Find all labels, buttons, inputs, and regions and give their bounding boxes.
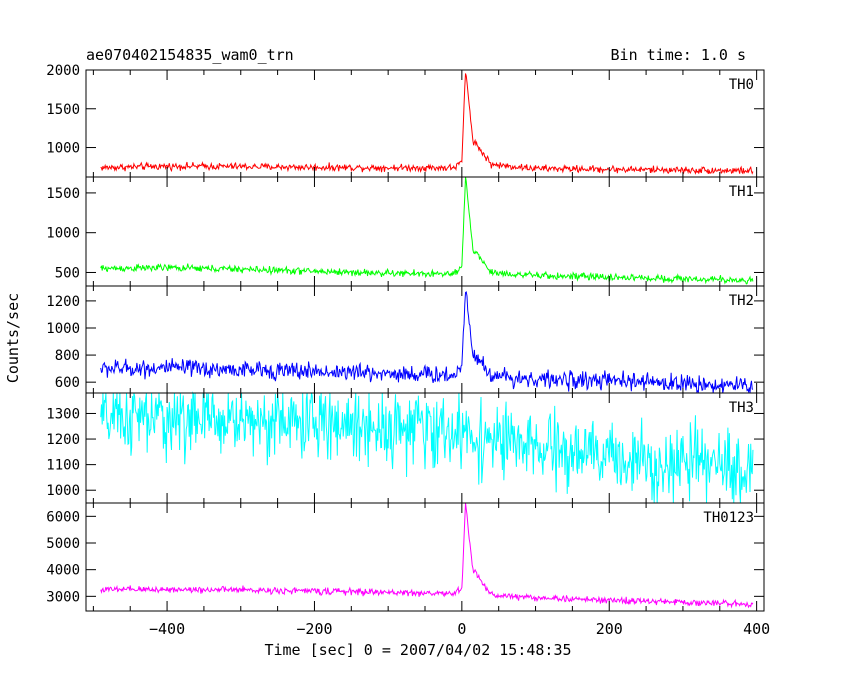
series-line-th0123 xyxy=(100,502,754,609)
y-tick-label: 1000 xyxy=(46,321,80,337)
y-tick-label: 4000 xyxy=(46,563,80,579)
panel-label: TH0123 xyxy=(703,510,754,526)
panel-frame xyxy=(85,69,765,178)
y-tick-label: 1000 xyxy=(46,226,80,242)
y-tick-label: 1500 xyxy=(46,102,80,118)
panel-label: TH0 xyxy=(729,77,754,93)
y-tick-label: 1000 xyxy=(46,141,80,157)
bin-time-label: Bin time: 1.0 s xyxy=(611,46,746,64)
panel-th2: 600 800 1000 1200 TH2 xyxy=(46,285,765,394)
y-tick-label: 1100 xyxy=(46,458,80,474)
panel-frame xyxy=(85,502,765,612)
y-tick-label: 1000 xyxy=(46,483,80,499)
panel-label: TH3 xyxy=(729,400,754,416)
panel-th0: 1000 1500 2000 TH0 xyxy=(46,63,765,178)
series-line-th0 xyxy=(100,73,754,175)
series-line-th1 xyxy=(100,176,754,285)
panel-label: TH1 xyxy=(729,184,754,200)
x-axis-label: Time [sec] 0 = 2007/04/02 15:48:35 xyxy=(264,641,571,659)
series-line-th2 xyxy=(100,291,754,394)
y-tick-label: 800 xyxy=(55,348,80,364)
panel-th1: 500 1000 1500 TH1 xyxy=(46,176,765,287)
y-tick-label: 500 xyxy=(55,265,80,281)
y-tick-label: 1500 xyxy=(46,186,80,202)
chart-title: ae070402154835_wam0_trn xyxy=(86,46,294,64)
x-tick-label: 200 xyxy=(596,620,623,638)
panel-th3: 1000 1100 1200 1300 TH3 xyxy=(46,391,765,504)
panel-label: TH2 xyxy=(729,293,754,309)
y-tick-label: 1300 xyxy=(46,406,80,422)
y-tick-label: 2000 xyxy=(46,63,80,79)
y-tick-label: 5000 xyxy=(46,536,80,552)
y-tick-label: 1200 xyxy=(46,432,80,448)
x-tick-label: −400 xyxy=(149,620,185,638)
panel-frame xyxy=(85,285,765,394)
x-tick-label: 0 xyxy=(457,620,466,638)
panel-th0123: 3000 4000 5000 6000 TH0123 xyxy=(46,502,765,612)
y-axis-label: Counts/sec xyxy=(4,293,22,383)
y-tick-label: 3000 xyxy=(46,589,80,605)
y-tick-label: 1200 xyxy=(46,294,80,310)
series-line-th3 xyxy=(100,391,754,504)
y-tick-label: 600 xyxy=(55,375,80,391)
x-tick-label: 400 xyxy=(743,620,770,638)
x-tick-label: −200 xyxy=(296,620,332,638)
y-tick-label: 6000 xyxy=(46,509,80,525)
panel-frame xyxy=(85,176,765,287)
